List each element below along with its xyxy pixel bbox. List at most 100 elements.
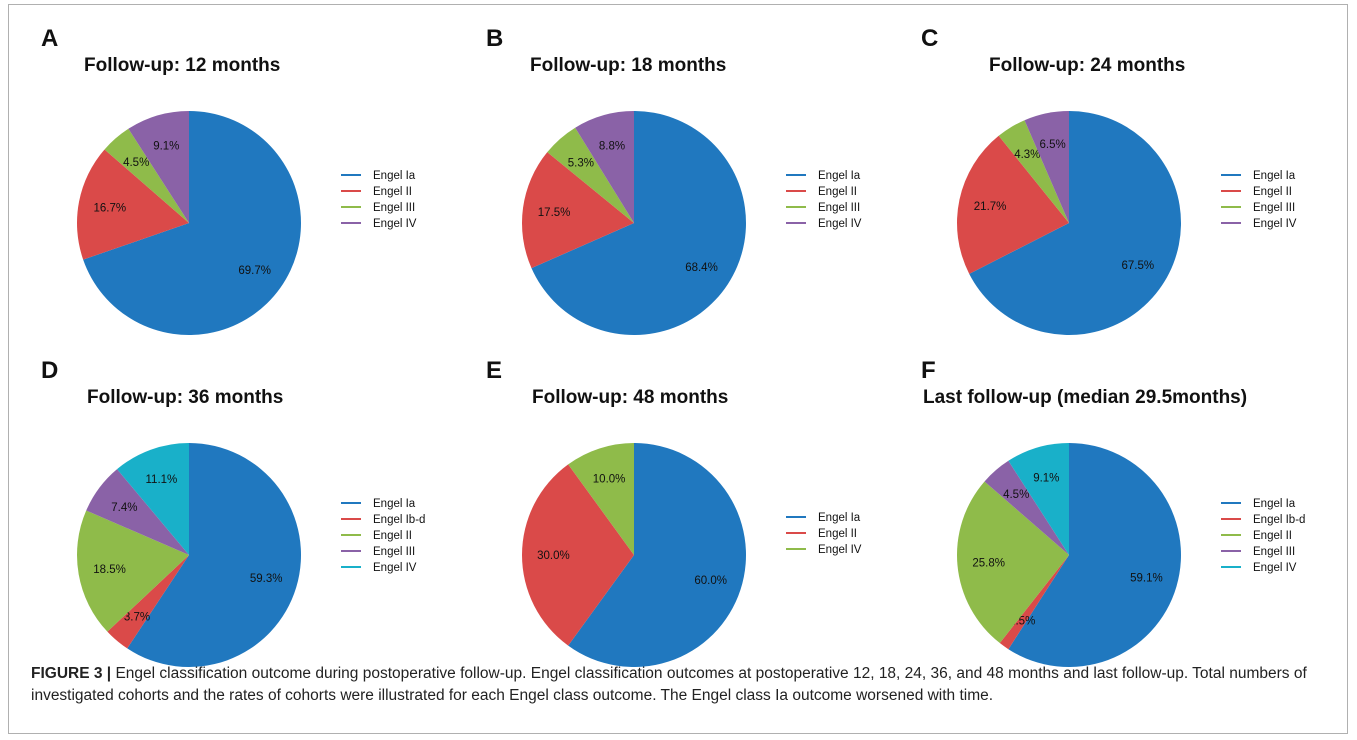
legend-label-engel-iii: Engel III [373, 546, 415, 558]
pie-slice-engel-ia [1008, 443, 1181, 667]
chart-title: Follow-up: 48 months [532, 387, 729, 408]
figure-caption: FIGURE 3 | Engel classification outcome … [31, 663, 1341, 707]
legend-label-engel-iii: Engel III [1253, 202, 1295, 214]
panel-b: B Follow-up: 18 months 68.4% 17.5% 5.3% 8.8… [464, 23, 904, 343]
legend-label-engel-ia: Engel Ia [818, 512, 861, 524]
panel-letter: D [41, 357, 59, 384]
pie-slice-engel-iii [984, 460, 1069, 555]
pie-chart: 69.7% 16.7% 4.5% 9.1% Engel Ia Engel II Engel … [76, 111, 417, 335]
pie-label-engel-iv: 9.1% [1033, 473, 1059, 485]
panel-letter: E [486, 357, 503, 384]
panel-letter: F [921, 357, 936, 384]
pie-label-engel-ii: 21.7% [974, 201, 1007, 213]
pie-slice-engel-iv [128, 111, 189, 223]
panel-a: A Follow-up: 12 months 69.7% 16.7% 4.5% 9.1… [19, 23, 459, 343]
pie-label-engel-ii: 25.8% [972, 558, 1005, 570]
legend-label-engel-ii: Engel II [1253, 530, 1292, 542]
pie-label-engel-ia: 69.7% [238, 265, 271, 277]
pie-label-engel-iv: 10.0% [593, 473, 626, 485]
pie-slice-engel-ib-d [999, 555, 1069, 650]
pie-chart: 59.3% 3.7% 18.5% 7.4% 11.1% Engel Ia Engel Ib-… [77, 443, 425, 667]
pie-slice-engel-ii [956, 481, 1069, 644]
pie-chart: 68.4% 17.5% 5.3% 8.8% Engel Ia Engel II Engel … [521, 111, 862, 335]
pie-chart: 60.0% 30.0% 10.0% Engel Ia Engel II Engel IV [522, 443, 862, 667]
pie-label-engel-ia: 68.4% [685, 262, 718, 274]
legend-label-engel-iv: Engel IV [818, 544, 862, 556]
figure-frame: A Follow-up: 12 months 69.7% 16.7% 4.5% 9.1… [8, 4, 1348, 734]
pie-slice-engel-iv [575, 111, 634, 223]
pie-slice-engel-ii [957, 135, 1069, 274]
panel-letter: B [486, 25, 504, 52]
pie-label-engel-ia: 59.1% [1130, 573, 1163, 585]
pie-label-engel-iv: 9.1% [153, 141, 179, 153]
chart-title: Follow-up: 12 months [84, 55, 281, 76]
pie-label-engel-iii: 4.3% [1014, 149, 1040, 161]
panel-letter: C [921, 25, 939, 52]
legend-label-engel-ii: Engel II [1253, 186, 1292, 198]
chart-title: Last follow-up (median 29.5months) [923, 387, 1248, 408]
panel-e: E Follow-up: 48 months 60.0% 30.0% 10.0% En… [464, 355, 904, 675]
legend-label-engel-iv: Engel IV [818, 218, 862, 230]
legend-label-engel-ii: Engel II [373, 530, 412, 542]
pie-label-engel-ii: 30.0% [537, 550, 570, 562]
pie-slice-engel-ii [522, 464, 634, 646]
chart-title: Follow-up: 18 months [530, 55, 727, 76]
legend-label-engel-ia: Engel Ia [373, 498, 416, 510]
pie-slice-engel-iii [998, 120, 1069, 223]
panel-letter: A [41, 25, 59, 52]
pie-slice-engel-ia [969, 111, 1182, 336]
legend-label-engel-iv: Engel IV [1253, 562, 1297, 574]
pie-label-engel-iv: 6.5% [1039, 139, 1065, 151]
pie-label-engel-ii: 16.7% [93, 203, 126, 215]
pie-slice-engel-ia [531, 111, 746, 335]
pie-label-engel-iv: 8.8% [599, 140, 625, 152]
caption-label: FIGURE 3 | [31, 665, 112, 682]
legend-label-engel-ib-d: Engel Ib-d [373, 514, 425, 526]
chart-title: Follow-up: 36 months [87, 387, 284, 408]
pie-slice-engel-iv [1008, 443, 1069, 555]
pie-slice-engel-iii [104, 128, 189, 223]
legend-label-engel-iv: Engel IV [373, 562, 417, 574]
pie-label-engel-iii: 7.4% [111, 502, 137, 514]
legend-label-engel-ia: Engel Ia [373, 170, 416, 182]
panel-c: C Follow-up: 24 months 67.5% 21.7% 4.3% 6.5… [899, 23, 1339, 343]
legend-label-engel-ia: Engel Ia [1253, 498, 1296, 510]
pie-slice-engel-iii [547, 127, 634, 223]
legend-label-engel-ia: Engel Ia [818, 170, 861, 182]
pie-slice-engel-iii [86, 469, 189, 555]
caption-text: Engel classification outcome during post… [31, 665, 1307, 704]
legend-label-engel-iv: Engel IV [373, 218, 417, 230]
pie-slice-engel-iv [1024, 111, 1069, 223]
legend-label-engel-iii: Engel III [818, 202, 860, 214]
pie-label-engel-iv: 11.1% [146, 474, 178, 486]
legend-label-engel-ii: Engel II [818, 186, 857, 198]
legend-label-engel-iii: Engel III [1253, 546, 1295, 558]
legend-label-engel-iii: Engel III [373, 202, 415, 214]
legend-label-engel-iv: Engel IV [1253, 218, 1297, 230]
pie-label-engel-ib-d: 3.7% [124, 612, 150, 624]
legend-label-engel-ii: Engel II [818, 528, 857, 540]
pie-label-engel-ia: 67.5% [1121, 260, 1154, 272]
pie-chart: 67.5% 21.7% 4.3%6.5% Engel Ia Engel II Engel … [957, 111, 1297, 336]
pie-label-engel-iii: 5.3% [568, 157, 594, 169]
pie-slice-engel-ii [77, 510, 189, 632]
panel-f: F Last follow-up (median 29.5months) 59.… [899, 355, 1339, 675]
pie-label-engel-iii: 4.5% [123, 157, 149, 169]
pie-label-engel-ia: 60.0% [694, 575, 727, 587]
pie-slice-engel-ia [127, 443, 301, 667]
panel-d: D Follow-up: 36 months 59.3% 3.7% 18.5% 7.4… [19, 355, 459, 675]
legend-label-engel-ii: Engel II [373, 186, 412, 198]
pie-slice-engel-ii [76, 149, 189, 260]
pie-slice-engel-iv [117, 443, 189, 555]
pie-label-engel-ia: 59.3% [250, 573, 283, 585]
pie-label-engel-iii: 4.5% [1003, 489, 1029, 501]
pie-slice-engel-ii [521, 152, 634, 269]
pie-slice-engel-ia [568, 443, 747, 667]
pie-slice-engel-ia [83, 111, 301, 335]
legend-label-engel-ia: Engel Ia [1253, 170, 1296, 182]
pie-label-engel-ii: 17.5% [538, 207, 571, 219]
pie-slice-engel-iv [568, 443, 634, 555]
pie-slice-engel-ib-d [107, 555, 189, 649]
chart-title: Follow-up: 24 months [989, 55, 1186, 76]
